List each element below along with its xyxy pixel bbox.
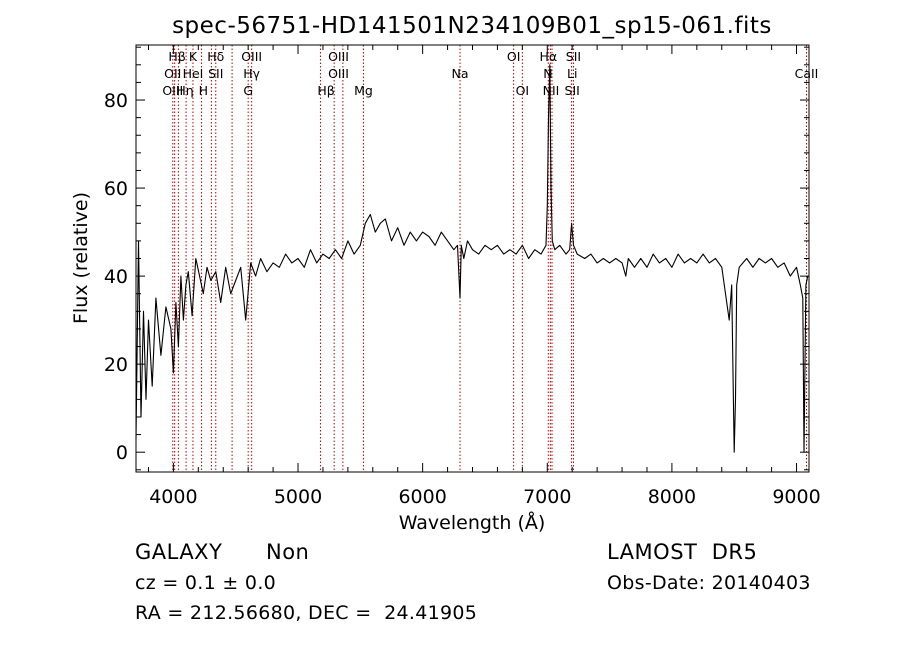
- line-label: CaII: [795, 66, 819, 81]
- spectral-line-labels: Hβ K Hδ OIII OIII OI Hα SII OII HeI SII Hγ OIII Na N Li…: [162, 49, 818, 98]
- line-label: HeI: [183, 66, 204, 81]
- line-label: Hδ: [207, 49, 224, 64]
- line-label: OIII: [241, 49, 262, 64]
- plot-axes: 4000 5000 6000 7000 8000 9000 0 20 40 60 80: [104, 44, 821, 508]
- line-label: Na: [452, 66, 469, 81]
- line-label: OI: [516, 83, 530, 98]
- object-class: GALAXY: [135, 540, 223, 564]
- plot-frame: [135, 44, 810, 473]
- x-tick-label: 5000: [274, 486, 322, 508]
- x-tick-label: 8000: [648, 486, 696, 508]
- line-label: Hγ: [243, 66, 260, 81]
- x-tick-label: 4000: [149, 486, 197, 508]
- line-label: OIII: [328, 49, 349, 64]
- line-label: SII: [208, 66, 223, 81]
- line-label: G: [243, 83, 253, 98]
- observation-date: Obs-Date: 20140403: [607, 572, 811, 594]
- line-label: N: [543, 66, 552, 81]
- x-axis-label: Wavelength (Å): [399, 511, 546, 534]
- line-label: Hη: [176, 83, 193, 98]
- y-tick-label: 20: [104, 354, 128, 376]
- line-label: OIII: [328, 66, 349, 81]
- line-label: OIII: [162, 83, 183, 98]
- spectral-line-markers: [172, 45, 808, 472]
- x-tick-label: 9000: [772, 486, 820, 508]
- survey-name: LAMOST DR5: [607, 540, 758, 564]
- x-tick-label: 7000: [523, 486, 571, 508]
- spectrum-series: [135, 64, 809, 453]
- sky-coordinates: RA = 212.56680, DEC = 24.41905: [135, 602, 478, 624]
- spectrum-line: [135, 64, 809, 453]
- line-label: Hβ: [317, 83, 334, 98]
- y-tick-label: 40: [104, 266, 128, 288]
- line-label: OII: [164, 66, 181, 81]
- line-label: Li: [567, 66, 577, 81]
- y-axis-label: Flux (relative): [70, 192, 92, 324]
- line-label: K: [189, 49, 198, 64]
- object-subclass: Non: [266, 540, 310, 564]
- y-tick-label: 60: [104, 178, 128, 200]
- x-tick-label: 6000: [398, 486, 446, 508]
- line-label: Hα: [539, 49, 557, 64]
- y-tick-label: 0: [116, 442, 128, 464]
- line-label: Hβ: [168, 49, 185, 64]
- y-tick-label: 80: [104, 90, 128, 112]
- line-label: OI: [507, 49, 521, 64]
- line-label: H: [199, 83, 208, 98]
- redshift-cz: cz = 0.1 ± 0.0: [135, 572, 277, 594]
- chart-title: spec-56751-HD141501N234109B01_sp15-061.f…: [172, 13, 772, 39]
- line-label: SII: [566, 49, 581, 64]
- line-label: NII: [543, 83, 560, 98]
- line-label: SII: [565, 83, 580, 98]
- line-label: Mg: [354, 83, 373, 98]
